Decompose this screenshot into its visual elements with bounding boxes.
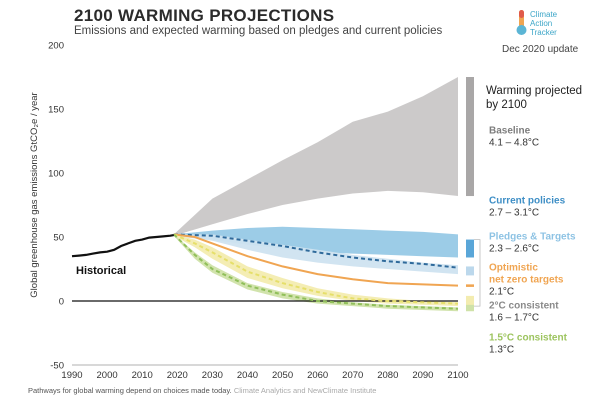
footer-source: Climate Analytics and NewClimate Institu…	[233, 386, 377, 395]
y-axis-label: Global greenhouse gas emissions GtCO₂e /…	[29, 92, 40, 297]
range-bar-current-policies	[466, 239, 474, 258]
scenario-name-pledges-targets: Pledges & Targets	[489, 232, 576, 243]
scenario-range-pledges-targets: 2.3 – 2.6°C	[489, 244, 539, 255]
logo-line: Tracker	[530, 28, 557, 37]
range-bar-pledges-targets	[466, 266, 474, 276]
scenario-range-2-c-consistent: 1.6 – 1.7°C	[489, 313, 539, 324]
chart-subtitle: Emissions and expected warming based on …	[74, 25, 443, 37]
range-bar-1-5-c-consistent	[466, 304, 474, 312]
scenario-name-optimistic: Optimistic	[489, 262, 538, 273]
scenario-range-current-policies: 2.7 – 3.1°C	[489, 208, 539, 219]
x-tick-label: 2030	[202, 370, 223, 381]
x-tick-label: 2080	[377, 370, 398, 381]
line-historical	[71, 234, 174, 258]
warming-heading-line: by 2100	[486, 99, 527, 111]
x-tick-label: 2070	[342, 370, 363, 381]
range-bar-2-c-consistent	[466, 295, 474, 307]
x-tick-label: 2000	[97, 370, 118, 381]
y-tick-label: -50	[50, 361, 64, 372]
scenario-name-1-5-c-consistent: 1.5°C consistent	[489, 333, 568, 344]
y-tick-label: 100	[48, 169, 64, 180]
thermometer-icon	[516, 10, 527, 35]
y-tick-label: 150	[48, 105, 64, 116]
x-tick-label: 2010	[132, 370, 153, 381]
update-date: Dec 2020 update	[502, 44, 579, 55]
scenario-range-optimistic: 2.1°C	[489, 286, 514, 297]
x-tick-label: 2040	[237, 370, 258, 381]
scenario-name-current-policies: Current policies	[489, 196, 566, 207]
x-tick-label: 2020	[167, 370, 188, 381]
x-tick-label: 1990	[61, 370, 82, 381]
x-tick-label: 2060	[307, 370, 328, 381]
scenario-range-baseline: 4.1 – 4.8°C	[489, 137, 539, 148]
y-tick-label: 50	[53, 233, 64, 244]
scenario-name-baseline: Baseline	[489, 125, 531, 136]
band-baseline	[173, 77, 459, 236]
logo-line: Climate	[530, 10, 558, 19]
line-optimistic-net-zero-targets	[173, 233, 459, 287]
line-pledges-targets	[173, 233, 459, 269]
logo-text: Climate Action Tracker	[530, 10, 557, 37]
logo-line: Action	[530, 19, 553, 28]
y-tick-label: 200	[48, 41, 64, 52]
x-tick-label: 2050	[272, 370, 293, 381]
y-tick-label: 0	[59, 297, 64, 308]
scenario-name-2-c-consistent: 2°C consistent	[489, 301, 559, 312]
footer-text: Pathways for global warming depend on ch…	[28, 386, 232, 395]
range-bar-optimistic	[466, 284, 474, 287]
scenario-range-1-5-c-consistent: 1.3°C	[489, 345, 514, 356]
historical-label: Historical	[76, 265, 126, 277]
x-tick-label: 2090	[412, 370, 433, 381]
range-bar-baseline	[466, 77, 474, 197]
scenario-name-2-optimistic: net zero targets	[489, 274, 564, 285]
band-pledges-targets	[173, 234, 459, 275]
x-tick-label: 2100	[447, 370, 468, 381]
band-2-c-consistent	[173, 234, 459, 307]
bracket-right	[474, 239, 481, 307]
band-current-policies	[173, 226, 459, 258]
warming-heading-line: Warming projected	[486, 85, 582, 97]
footer-caption: Pathways for global warming depend on ch…	[28, 386, 376, 395]
chart-title: 2100 WARMING PROJECTIONS	[74, 6, 335, 25]
